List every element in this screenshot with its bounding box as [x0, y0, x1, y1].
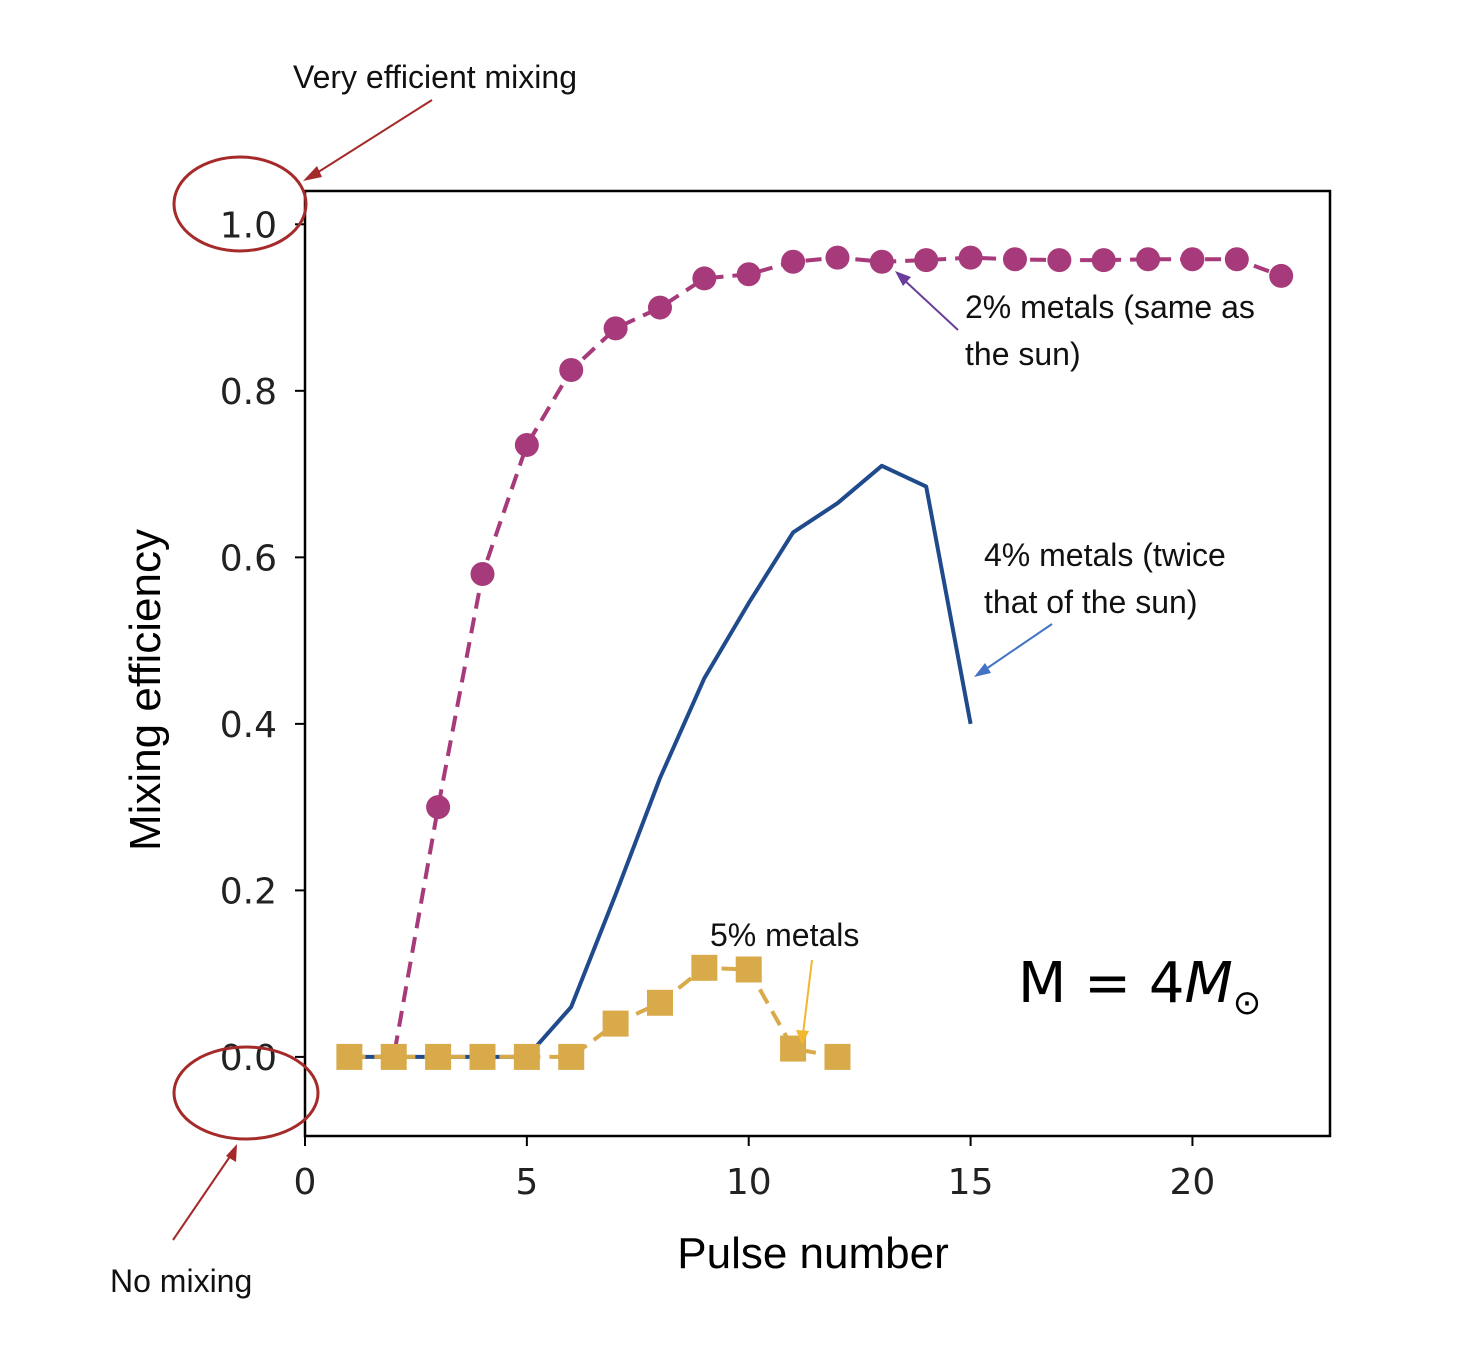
series-1-point	[736, 262, 761, 287]
series-1-line	[349, 255, 1282, 1059]
y-tick-label: 0.6	[220, 538, 277, 579]
series-1-point	[1091, 248, 1116, 273]
series-1-point	[470, 561, 495, 586]
series-2-line	[349, 463, 973, 1059]
y-tick-label: 0.4	[220, 705, 277, 746]
annotation-2pct-arrow	[901, 277, 959, 331]
series-1-point	[559, 358, 584, 383]
x-axis: 0 5 10 15 20	[294, 1136, 1216, 1203]
y-axis: 0.0 0.2 0.4 0.6 0.8 1.0	[220, 205, 305, 1079]
mass-label-lhs: M = 4	[1018, 951, 1184, 1016]
series-3-point	[469, 1043, 496, 1070]
series-3-point	[513, 1043, 540, 1070]
x-tick-label: 20	[1170, 1162, 1216, 1203]
series-3-point	[735, 956, 762, 983]
x-tick-label: 0	[294, 1162, 317, 1203]
annotation-arrowhead-bottom	[226, 1144, 237, 1162]
series-1-point	[1224, 247, 1249, 272]
annotation-very-efficient-mixing: Very efficient mixing	[293, 59, 577, 95]
series-1-point	[1269, 263, 1294, 288]
annotation-2pct-line1: 2% metals (same as	[965, 289, 1255, 325]
y-axis-label: Mixing efficiency	[121, 529, 170, 851]
annotation-4pct-arrow	[982, 623, 1053, 672]
annotation-5pct: 5% metals	[710, 917, 859, 953]
annotation-2pct-line2: the sun)	[965, 336, 1081, 372]
series-1-point	[1136, 247, 1161, 272]
series-1-point	[426, 795, 451, 820]
y-tick-label: 0.8	[220, 372, 277, 413]
annotation-4pct-line2: that of the sun)	[984, 584, 1197, 620]
series-3-point	[425, 1043, 452, 1070]
annotation-5pct-arrow	[802, 959, 813, 1035]
series-1-point	[1180, 247, 1205, 272]
series-1-point	[914, 248, 939, 273]
annotation-arrow-bottom	[172, 1151, 234, 1241]
annotation-5pct-arrowhead	[796, 1030, 809, 1045]
annotation-no-mixing: No mixing	[110, 1263, 252, 1299]
series-1-point	[1002, 247, 1027, 272]
y-tick-label: 0.2	[220, 871, 277, 912]
series-layer	[336, 245, 1294, 1070]
series-3-point	[380, 1043, 407, 1070]
series-1-point	[692, 266, 717, 291]
series-1-point	[958, 245, 983, 270]
series-1-point	[514, 432, 539, 457]
annotation-2pct-arrowhead	[895, 271, 911, 286]
series-1-point	[647, 295, 672, 320]
series-1-point	[869, 249, 894, 274]
series-3-line	[349, 965, 838, 1059]
x-tick-label: 15	[948, 1162, 994, 1203]
series-3-point	[691, 954, 718, 981]
x-axis-label: Pulse number	[677, 1229, 948, 1278]
x-tick-label: 10	[726, 1162, 772, 1203]
y-tick-label: 0.0	[220, 1038, 277, 1079]
series-1-point	[1047, 248, 1072, 273]
annotation-circle-bottom	[172, 1045, 320, 1141]
series-3-point	[646, 989, 673, 1016]
series-1-point	[781, 249, 806, 274]
series-3-point	[824, 1043, 851, 1070]
series-1-point	[603, 316, 628, 341]
mass-label: M = 4M⊙	[1018, 951, 1261, 1023]
series-1-point	[825, 245, 850, 270]
annotation-arrow-top	[311, 99, 433, 177]
series-3-point	[602, 1010, 629, 1037]
annotation-4pct-line1: 4% metals (twice	[984, 537, 1226, 573]
plot-frame	[303, 189, 1332, 1138]
mass-label-rhs: M	[1184, 951, 1232, 1016]
series-3-point	[336, 1043, 363, 1070]
annotation-circle-top	[172, 155, 308, 253]
y-tick-label: 1.0	[220, 205, 277, 246]
annotation-4pct-arrowhead	[974, 663, 991, 677]
x-tick-label: 5	[515, 1162, 538, 1203]
mass-label-sun-symbol: ⊙	[1233, 983, 1262, 1023]
annotation-arrowhead-top	[303, 166, 322, 181]
series-3-point	[558, 1043, 585, 1070]
